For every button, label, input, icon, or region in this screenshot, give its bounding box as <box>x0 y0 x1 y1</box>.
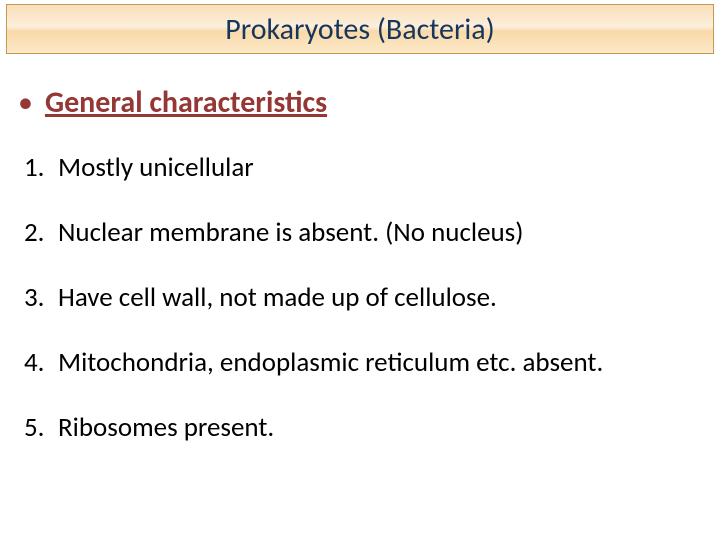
item-number: 5. <box>24 411 58 444</box>
item-number: 3. <box>24 281 58 314</box>
list-item: 5. Ribosomes present. <box>24 411 702 444</box>
heading-bullet: • <box>18 88 33 118</box>
item-text: Mostly unicellular <box>58 151 702 184</box>
list-item: 2. Nuclear membrane is absent. (No nucle… <box>24 216 702 249</box>
item-number: 2. <box>24 216 58 249</box>
item-text: Have cell wall, not made up of cellulose… <box>58 281 702 314</box>
slide-title: Prokaryotes (Bacteria) <box>225 11 495 48</box>
title-bar: Prokaryotes (Bacteria) <box>6 4 714 54</box>
heading-text: General characteristics <box>45 84 327 121</box>
heading-row: • General characteristics <box>18 84 702 121</box>
item-number: 1. <box>24 151 58 184</box>
item-text: Nuclear membrane is absent. (No nucleus) <box>58 216 702 249</box>
item-number: 4. <box>24 346 58 379</box>
content-area: • General characteristics 1. Mostly unic… <box>0 54 720 444</box>
item-text: Ribosomes present. <box>58 411 702 444</box>
list-item: 4. Mitochondria, endoplasmic reticulum e… <box>24 346 702 379</box>
list-item: 1. Mostly unicellular <box>24 151 702 184</box>
numbered-list: 1. Mostly unicellular 2. Nuclear membran… <box>18 151 702 444</box>
item-text: Mitochondria, endoplasmic reticulum etc.… <box>58 346 702 379</box>
list-item: 3. Have cell wall, not made up of cellul… <box>24 281 702 314</box>
